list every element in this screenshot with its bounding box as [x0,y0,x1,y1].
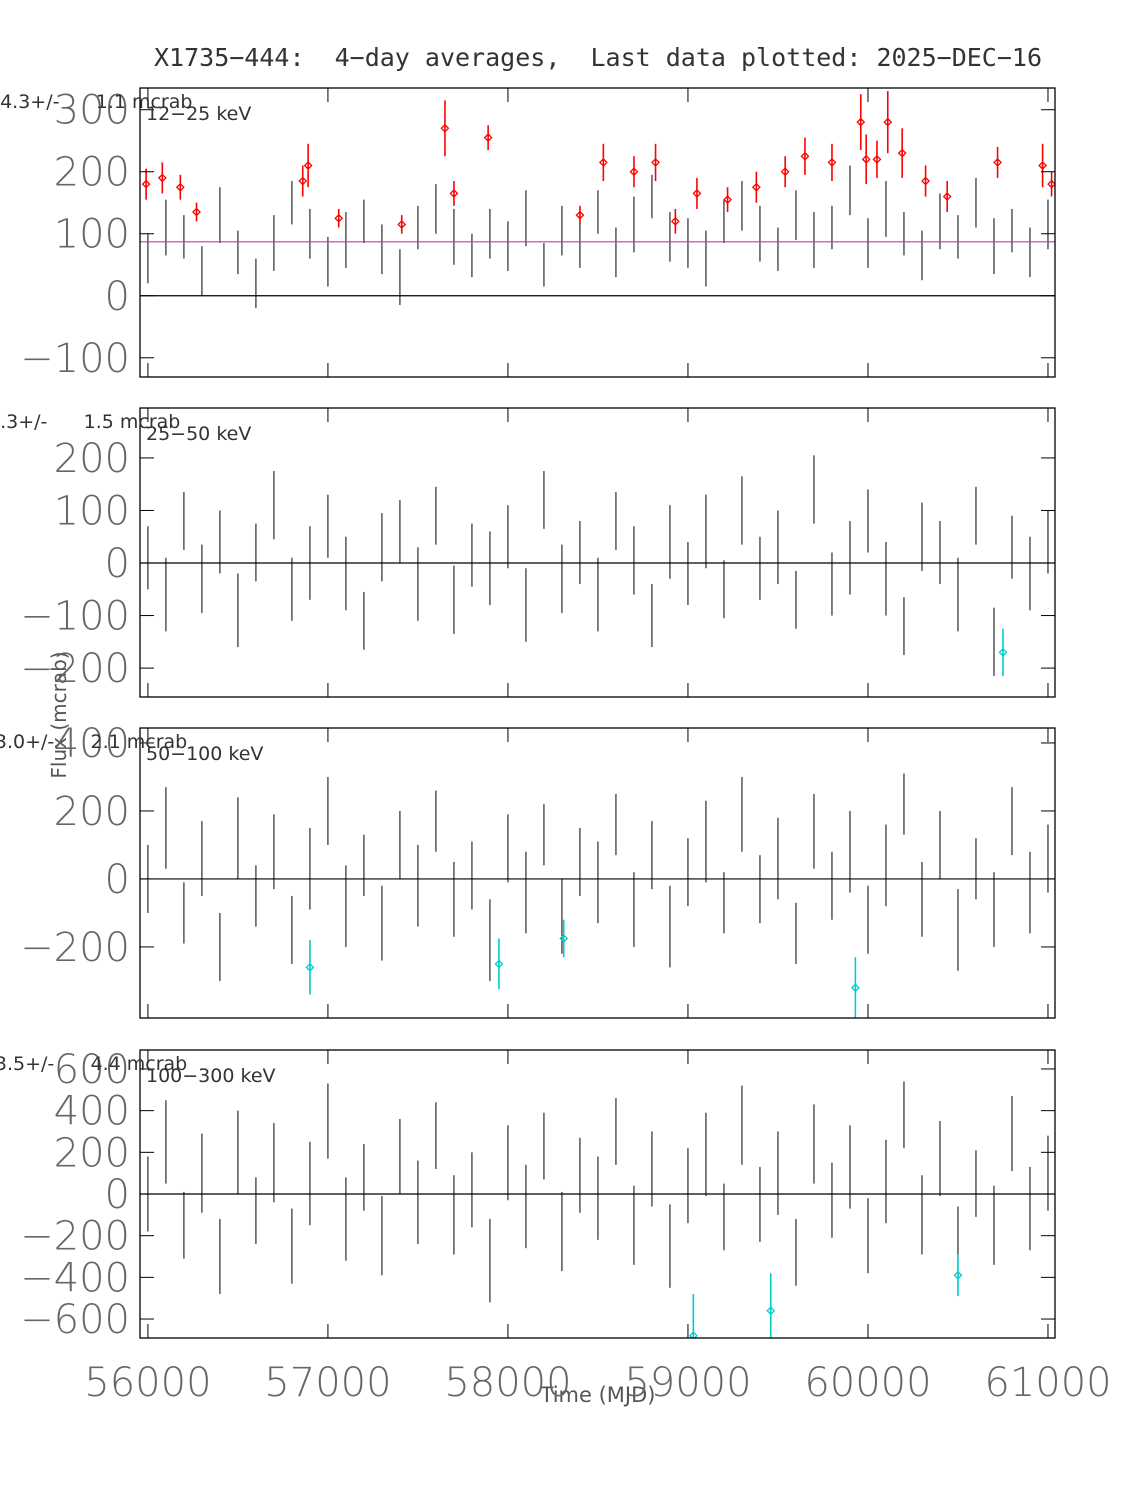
y-tick-label: −100 [20,594,130,640]
data-point [850,983,860,993]
x-axis-label: Time (MJD) [540,1383,656,1407]
data-point [953,1270,963,1280]
mean-label: 84.3+/- 1.1 mcrab [0,91,192,113]
x-tick-label: 58000 [444,1360,571,1406]
data-point [629,167,639,177]
y-tick-label: −600 [20,1297,130,1343]
data-point [827,158,837,167]
data-point [334,213,344,223]
band-label: 12−25 keV [146,103,251,125]
data-point [141,179,151,189]
data-point [800,151,810,161]
y-tick-label: 600 [54,1047,130,1093]
plot-area [140,773,1055,1018]
data-point [942,192,952,201]
data-point [157,173,167,183]
data-point [998,647,1008,657]
data-point [305,962,315,972]
band-label: 25−50 keV [146,423,251,445]
y-tick-label: 200 [54,789,130,835]
y-tick-label: 0 [105,857,130,903]
plot-frame [139,407,1056,698]
y-tick-label: 100 [54,212,130,258]
x-tick-label: 56000 [84,1360,211,1406]
data-point [598,158,608,167]
y-tick-label: 300 [54,88,130,134]
x-tick-label: 57000 [264,1360,391,1406]
y-tick-label: 0 [105,274,130,320]
data-point [723,195,732,205]
plot-area [140,91,1055,309]
data-point [440,123,450,133]
mean-label: -3.5+/- 4.4 mcrab [0,1053,187,1075]
y-tick-label: −200 [20,925,130,971]
y-tick-label: 200 [54,150,130,196]
data-point [192,207,201,217]
data-point [688,1331,698,1338]
data-point [494,959,504,969]
y-tick-label: 200 [54,436,130,482]
band-label: 100−300 keV [146,1065,276,1087]
data-point [175,182,185,192]
data-point [397,220,407,229]
data-point [449,189,459,198]
y-tick-label: 200 [54,1130,130,1176]
data-point [1047,179,1055,189]
y-tick-label: 0 [105,541,130,587]
y-tick-label: −200 [20,1214,130,1260]
mean-label: 6.3+/- 1.5 mcrab [0,411,180,433]
data-point [872,154,882,164]
plot-area [140,455,1055,676]
data-point [1038,161,1047,170]
data-point [861,154,871,164]
data-point [651,158,660,167]
y-axis-label: Flux (mcrab) [47,651,71,778]
data-point [780,167,790,177]
x-tick-label: 61000 [984,1360,1111,1406]
y-tick-label: −200 [20,646,130,692]
y-tick-label: 0 [105,1172,130,1218]
plot-area [140,1081,1055,1338]
data-point [670,216,680,226]
data-point [298,176,308,186]
data-point [692,189,702,198]
data-point [559,934,569,943]
data-point [856,117,866,127]
data-point [751,182,761,192]
plot-frame [139,87,1056,378]
plot-frame [139,727,1056,1019]
y-tick-label: 400 [54,1089,130,1135]
x-tick-label: 60000 [804,1360,931,1406]
data-point [575,210,585,220]
data-point [921,176,930,186]
data-point [303,161,313,170]
data-point [897,148,907,158]
band-label: 50−100 keV [146,743,263,765]
y-tick-label: −100 [20,336,130,382]
mean-label: -3.0+/- 2.1 mcrab [0,731,187,753]
y-tick-label: −400 [20,1255,130,1301]
data-point [993,158,1002,167]
chart-title: X1735−444: 4−day averages, Last data plo… [154,43,1042,72]
y-tick-label: 400 [54,721,130,767]
data-point [883,117,893,127]
plot-frame [139,1049,1056,1339]
y-tick-label: 100 [54,488,130,534]
data-point [766,1306,776,1316]
x-tick-label: 59000 [624,1360,751,1406]
data-point [483,133,493,143]
